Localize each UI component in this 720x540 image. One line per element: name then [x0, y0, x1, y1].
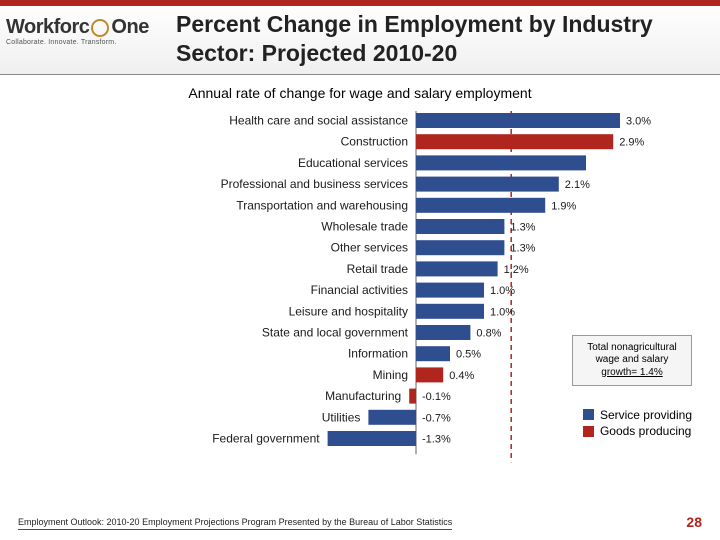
legend-swatch-service — [583, 409, 594, 420]
svg-text:Utilities: Utilities — [322, 410, 361, 424]
reference-callout: Total nonagricultural wage and salary gr… — [572, 335, 692, 387]
svg-text:1.2%: 1.2% — [504, 263, 529, 275]
svg-text:0.8%: 0.8% — [476, 327, 501, 339]
footer: Employment Outlook: 2010-20 Employment P… — [0, 514, 720, 530]
svg-text:2.9%: 2.9% — [619, 136, 644, 148]
svg-text:Mining: Mining — [373, 367, 408, 381]
footer-divider — [18, 529, 452, 530]
svg-text:Professional and business serv: Professional and business services — [221, 177, 408, 191]
svg-text:Financial activities: Financial activities — [311, 283, 408, 297]
legend-swatch-goods — [583, 426, 594, 437]
svg-text:Transportation and warehousing: Transportation and warehousing — [236, 198, 408, 212]
svg-text:3.0%: 3.0% — [626, 115, 651, 127]
chart-subtitle: Annual rate of change for wage and salar… — [0, 75, 720, 107]
legend-item: Service providing — [583, 407, 692, 424]
svg-text:Other services: Other services — [331, 240, 408, 254]
svg-text:Wholesale trade: Wholesale trade — [321, 219, 408, 233]
legend-label: Goods producing — [600, 423, 691, 440]
svg-text:Information: Information — [348, 346, 408, 360]
svg-text:1.0%: 1.0% — [490, 285, 515, 297]
svg-text:0.4%: 0.4% — [449, 369, 474, 381]
svg-text:-1.3%: -1.3% — [422, 433, 451, 445]
svg-text:Health care and social assista: Health care and social assistance — [229, 113, 408, 127]
logo-swirl-icon — [91, 19, 109, 37]
logo-text-a: Workforc — [6, 16, 89, 39]
header: Workforc One Collaborate. Innovate. Tran… — [0, 6, 720, 75]
logo-main: Workforc One — [6, 16, 176, 39]
legend-item: Goods producing — [583, 423, 692, 440]
svg-text:Educational services: Educational services — [298, 155, 408, 169]
page-number: 28 — [686, 514, 702, 530]
svg-text:-0.7%: -0.7% — [422, 412, 451, 424]
logo-tagline: Collaborate. Innovate. Transform. — [6, 39, 176, 46]
logo-text-b: One — [111, 16, 148, 39]
svg-text:1.9%: 1.9% — [551, 200, 576, 212]
svg-text:Construction: Construction — [341, 134, 408, 148]
svg-text:Federal government: Federal government — [212, 431, 320, 445]
callout-text-b: growth= 1.4% — [601, 367, 662, 378]
logo-block: Workforc One Collaborate. Innovate. Tran… — [6, 10, 176, 46]
svg-text:1.3%: 1.3% — [510, 221, 535, 233]
callout-text-a: Total nonagricultural wage and salary — [587, 342, 677, 366]
legend: Service providing Goods producing — [583, 407, 692, 441]
legend-label: Service providing — [600, 407, 692, 424]
svg-text:1.0%: 1.0% — [490, 306, 515, 318]
svg-text:State and local government: State and local government — [262, 325, 409, 339]
chart-container: Health care and social assistance 3.0% Con… — [0, 107, 720, 463]
svg-text:0.5%: 0.5% — [456, 348, 481, 360]
footer-source: Employment Outlook: 2010-20 Employment P… — [18, 517, 452, 527]
svg-text:Manufacturing: Manufacturing — [325, 389, 401, 403]
page-title: Percent Change in Employment by Industry… — [176, 10, 708, 68]
svg-text:Leisure and hospitality: Leisure and hospitality — [289, 304, 408, 318]
svg-text:2.1%: 2.1% — [565, 179, 590, 191]
svg-text:Retail trade: Retail trade — [347, 261, 409, 275]
svg-text:1.3%: 1.3% — [510, 242, 535, 254]
svg-text:-0.1%: -0.1% — [422, 391, 451, 403]
